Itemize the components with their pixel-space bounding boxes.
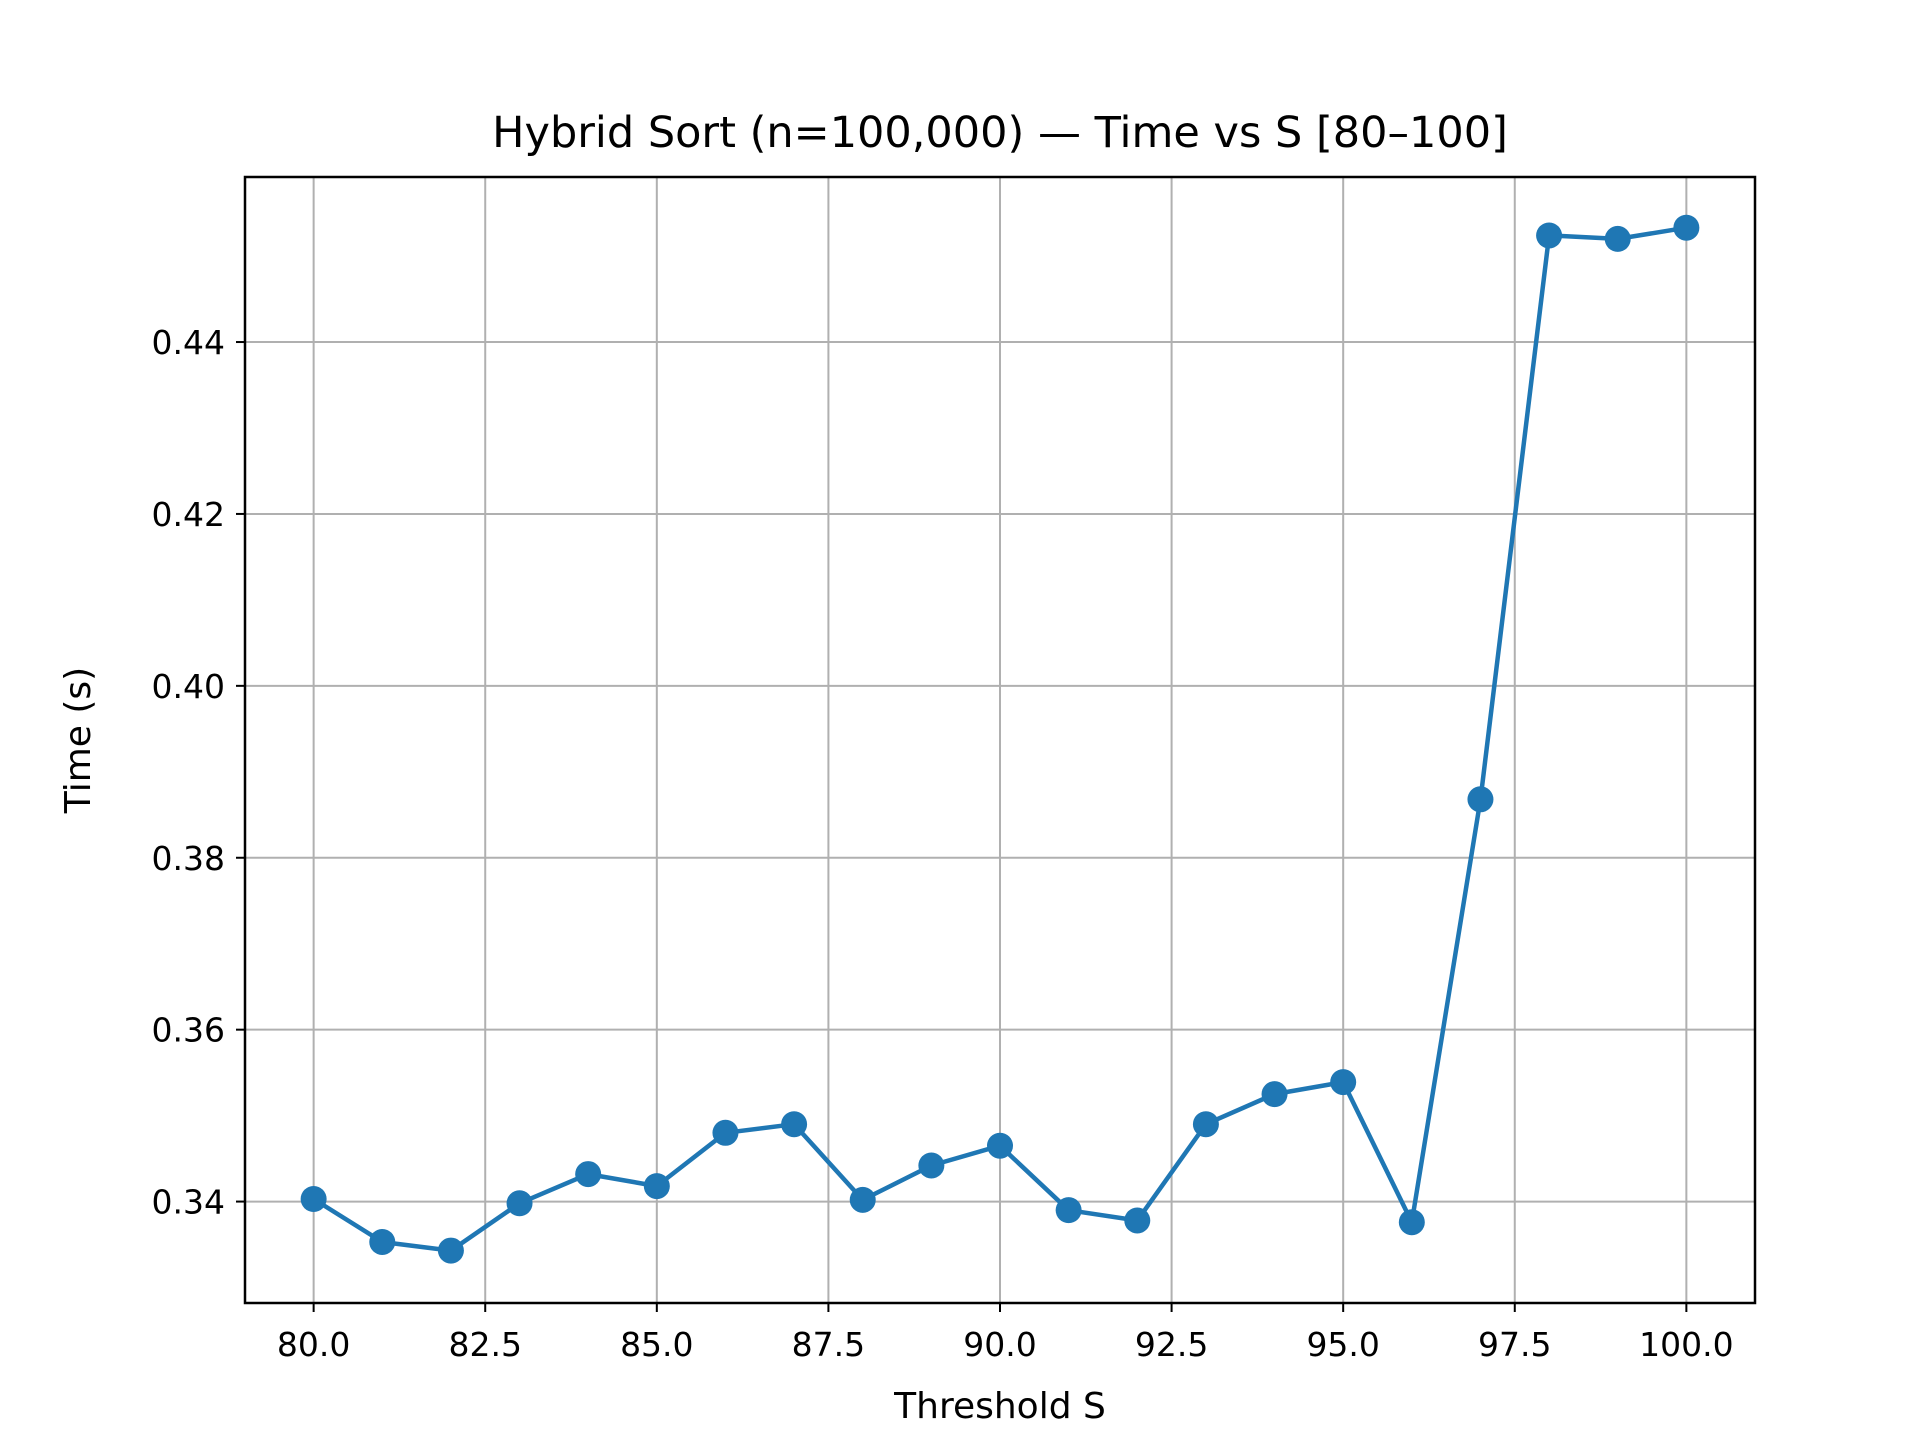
chart-title: Hybrid Sort (n=100,000) — Time vs S [80–… bbox=[492, 108, 1508, 158]
grid bbox=[245, 177, 1755, 1303]
x-axis: 80.0 82.5 85.0 87.5 90.0 92.5 95.0 97.5 100.0 bbox=[277, 1303, 1734, 1364]
x-axis-label: Threshold S bbox=[893, 1386, 1106, 1427]
data-point bbox=[1261, 1081, 1288, 1108]
series-layer bbox=[300, 214, 1700, 1264]
data-point bbox=[987, 1132, 1013, 1159]
data-point bbox=[1467, 786, 1494, 813]
data-point bbox=[1330, 1069, 1357, 1096]
y-axis-label: Time (s) bbox=[58, 667, 99, 814]
data-point bbox=[1124, 1207, 1151, 1234]
y-tick-label: 0.34 bbox=[152, 1183, 225, 1222]
data-point bbox=[918, 1152, 945, 1179]
y-tick-label: 0.36 bbox=[152, 1011, 225, 1050]
data-point bbox=[437, 1237, 464, 1264]
data-point bbox=[369, 1228, 396, 1255]
x-tick-label: 87.5 bbox=[792, 1325, 865, 1364]
data-point bbox=[575, 1161, 602, 1188]
data-point bbox=[1604, 225, 1631, 252]
data-point bbox=[712, 1119, 739, 1146]
data-point bbox=[1398, 1209, 1425, 1236]
x-tick-label: 97.5 bbox=[1478, 1325, 1551, 1364]
x-tick-label: 80.0 bbox=[277, 1325, 350, 1364]
y-tick-label: 0.42 bbox=[152, 495, 225, 534]
data-point bbox=[300, 1185, 327, 1212]
y-tick-label: 0.38 bbox=[152, 839, 225, 878]
x-tick-label: 85.0 bbox=[620, 1325, 693, 1364]
y-axis: 0.34 0.36 0.38 0.40 0.42 0.44 bbox=[152, 323, 245, 1222]
y-tick-label: 0.44 bbox=[152, 323, 225, 362]
data-point bbox=[849, 1186, 876, 1213]
data-point bbox=[643, 1173, 670, 1200]
data-point bbox=[781, 1111, 808, 1138]
x-tick-label: 100.0 bbox=[1639, 1325, 1733, 1364]
data-point bbox=[506, 1190, 533, 1217]
x-tick-label: 95.0 bbox=[1306, 1325, 1379, 1364]
data-point bbox=[1673, 214, 1700, 241]
data-point bbox=[1192, 1111, 1219, 1138]
x-tick-label: 82.5 bbox=[448, 1325, 521, 1364]
x-tick-label: 92.5 bbox=[1135, 1325, 1208, 1364]
y-tick-label: 0.40 bbox=[152, 667, 225, 706]
x-tick-label: 90.0 bbox=[963, 1325, 1036, 1364]
data-point bbox=[1536, 222, 1563, 249]
data-point bbox=[1055, 1197, 1082, 1224]
